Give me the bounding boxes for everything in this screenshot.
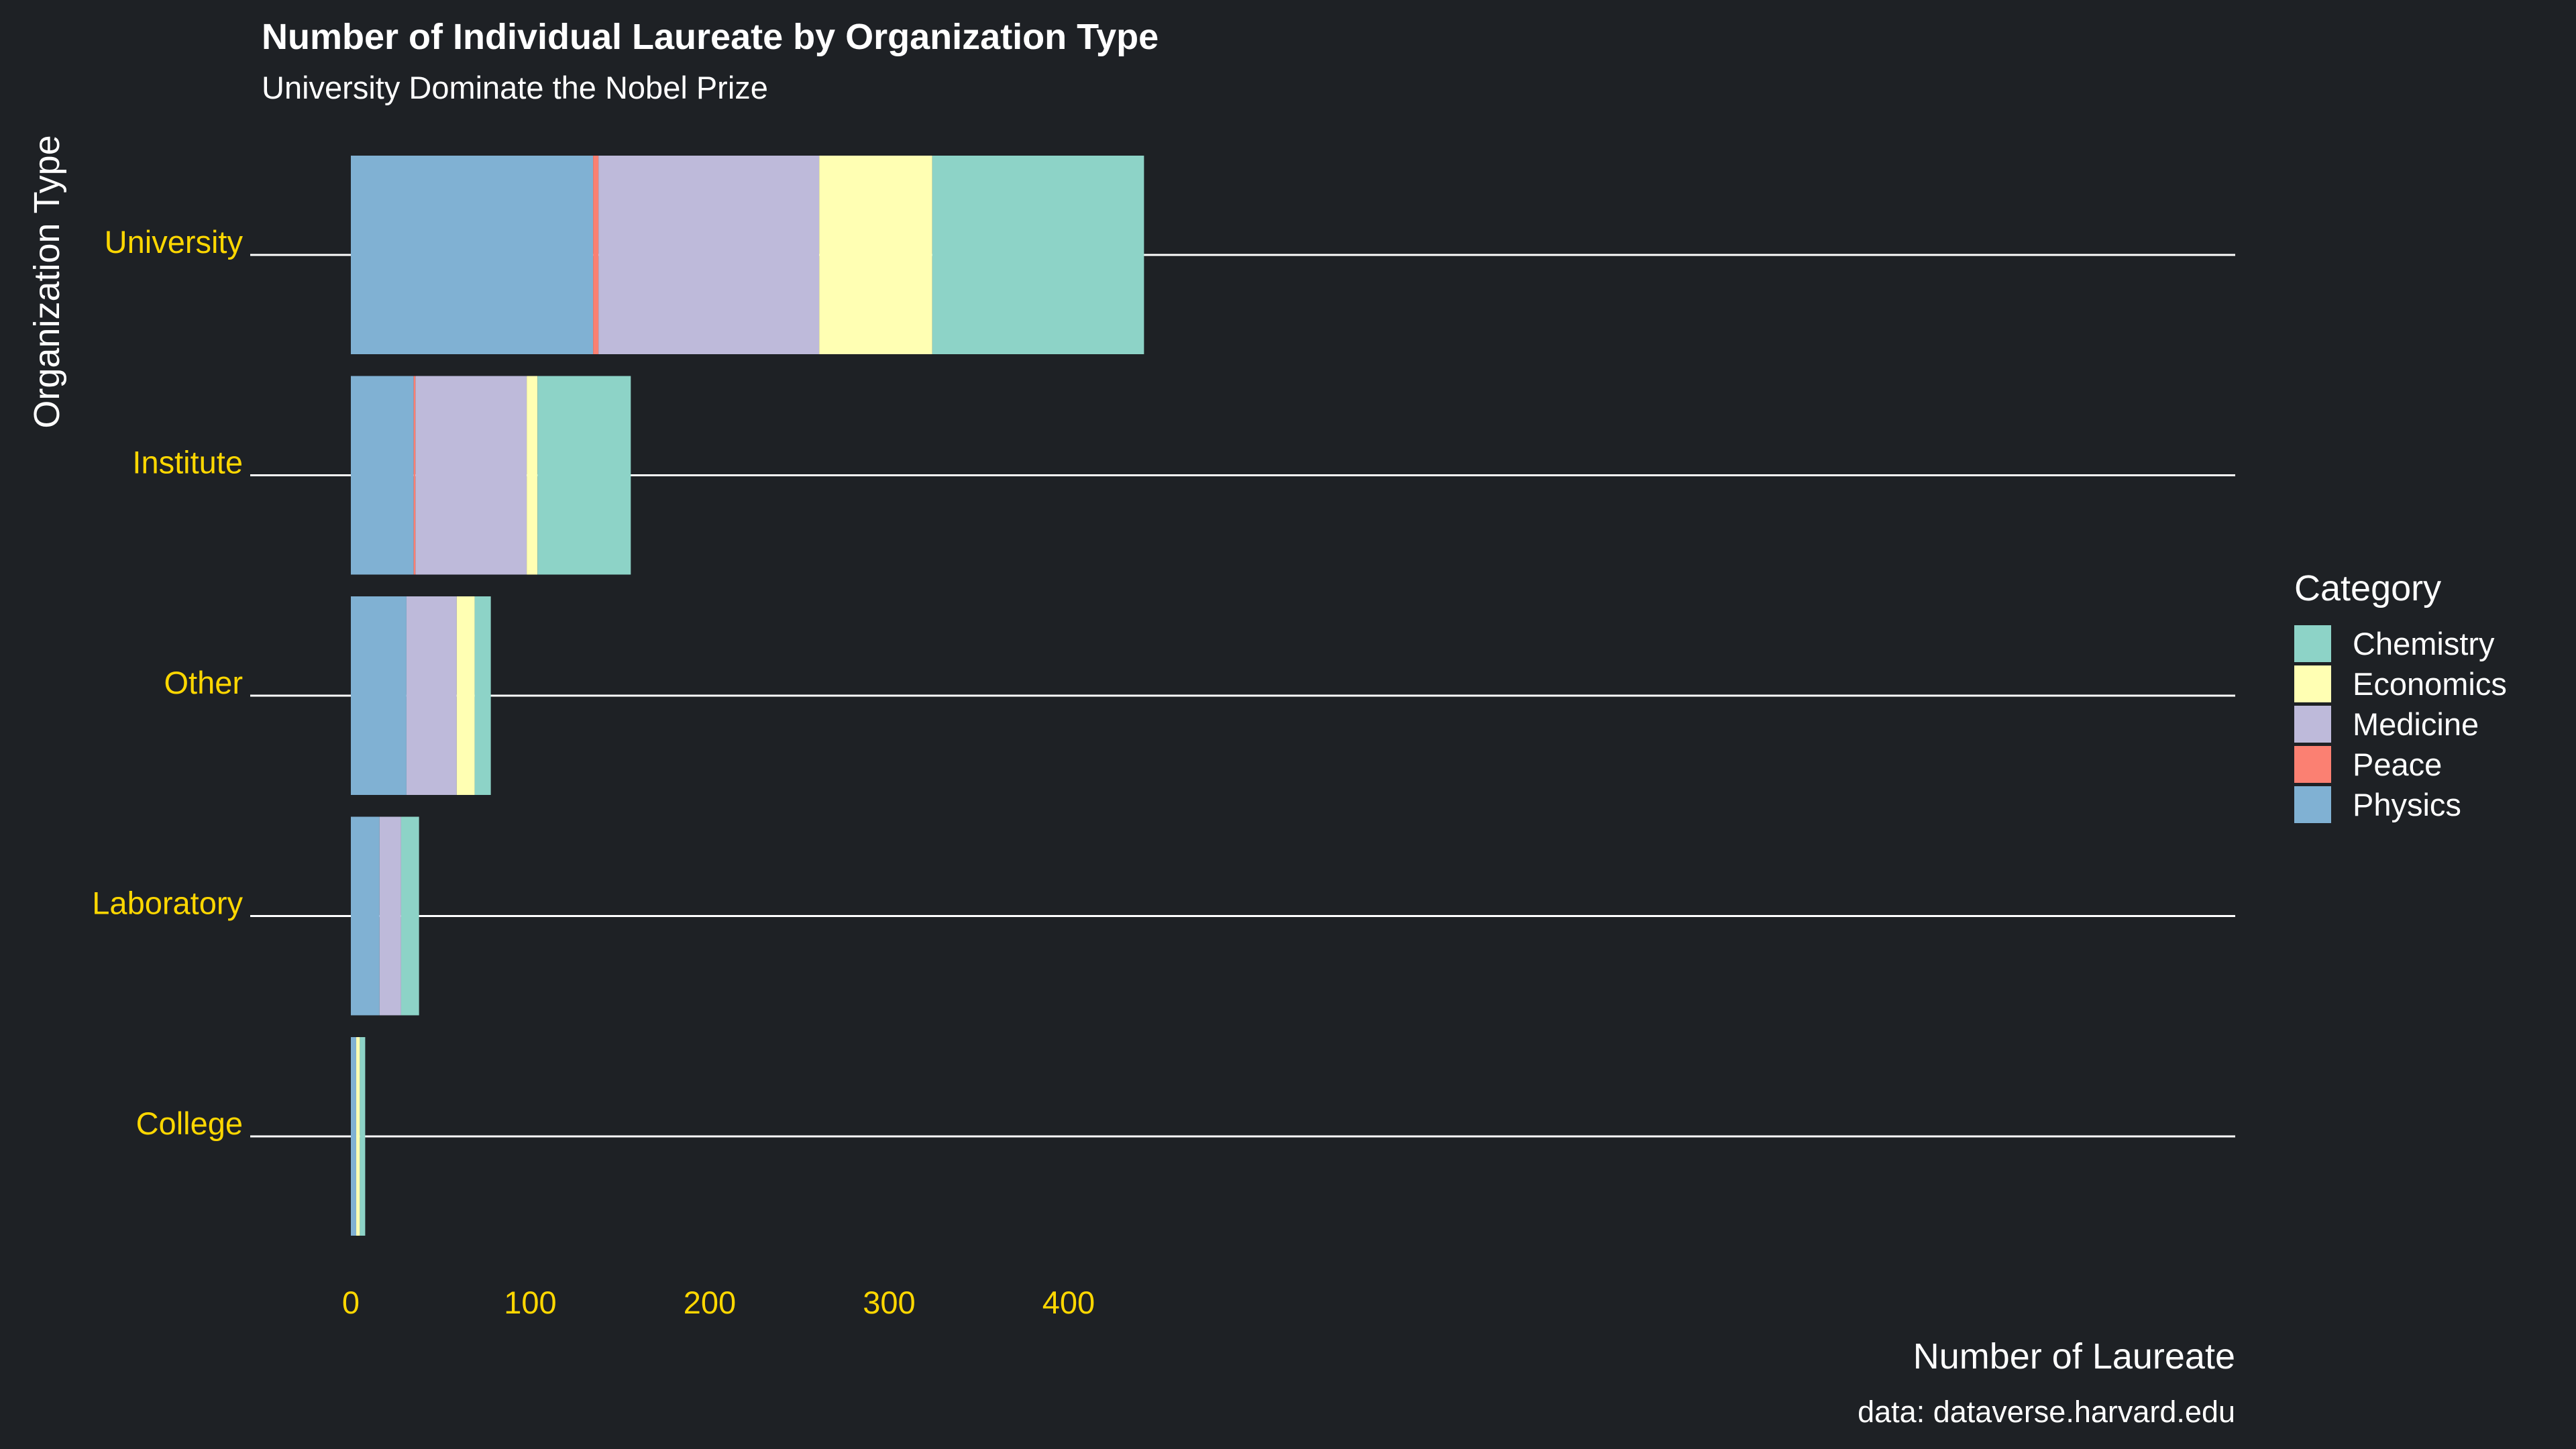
x-tick-label: 400 <box>1042 1285 1095 1320</box>
caption: data: dataverse.harvard.edu <box>1858 1395 2235 1429</box>
bar-peace-university <box>593 156 599 354</box>
y-axis-title: Organization Type <box>27 135 67 428</box>
legend-swatch-physics <box>2294 786 2331 823</box>
x-axis-title: Number of Laureate <box>1913 1336 2235 1377</box>
legend-label-physics: Physics <box>2353 787 2461 822</box>
bar-chemistry-institute <box>537 376 631 575</box>
bar-physics-institute <box>351 376 414 575</box>
chart-title: Number of Individual Laureate by Organiz… <box>262 17 1159 57</box>
bar-physics-college <box>351 1037 357 1236</box>
y-tick-label: Other <box>164 665 243 700</box>
x-tick-label: 100 <box>504 1285 556 1320</box>
bar-chemistry-laboratory <box>400 816 419 1016</box>
bar-economics-institute <box>527 376 538 575</box>
legend-title: Category <box>2294 568 2441 608</box>
bar-physics-other <box>351 596 407 795</box>
bar-peace-institute <box>413 376 416 575</box>
legend-swatch-peace <box>2294 746 2331 783</box>
x-tick-label: 300 <box>863 1285 915 1320</box>
y-tick-label: College <box>136 1106 243 1141</box>
y-tick-label: University <box>105 224 244 260</box>
legend-label-peace: Peace <box>2353 747 2442 782</box>
bar-medicine-laboratory <box>379 816 401 1016</box>
y-tick-label: Laboratory <box>92 885 243 921</box>
bar-physics-university <box>351 156 594 354</box>
y-axis-tick-labels: University Institute Other Laboratory Colleg… <box>92 224 243 1141</box>
bar-chemistry-university <box>932 156 1144 354</box>
x-tick-label: 200 <box>684 1285 736 1320</box>
legend: Category Chemistry Economics Medicine Peace… <box>2294 568 2507 823</box>
bar-economics-other <box>456 596 475 795</box>
bar-medicine-university <box>598 156 820 354</box>
bar-physics-laboratory <box>351 816 380 1016</box>
legend-swatch-medicine <box>2294 706 2331 743</box>
y-tick-label: Institute <box>132 445 243 480</box>
x-tick-label: 0 <box>342 1285 360 1320</box>
bar-chemistry-other <box>474 596 491 795</box>
legend-label-chemistry: Chemistry <box>2353 626 2495 661</box>
bar-chemistry-college <box>360 1037 366 1236</box>
legend-label-economics: Economics <box>2353 666 2507 702</box>
bar-economics-college <box>356 1037 360 1236</box>
legend-swatch-chemistry <box>2294 625 2331 662</box>
bars <box>351 156 1144 1236</box>
legend-label-medicine: Medicine <box>2353 706 2479 742</box>
bar-medicine-other <box>406 596 457 795</box>
bar-medicine-institute <box>415 376 527 575</box>
chart-subtitle: University Dominate the Nobel Prize <box>262 70 768 105</box>
legend-swatch-economics <box>2294 665 2331 702</box>
bar-economics-university <box>819 156 932 354</box>
x-axis-tick-labels: 0 100 200 300 400 <box>342 1285 1095 1320</box>
